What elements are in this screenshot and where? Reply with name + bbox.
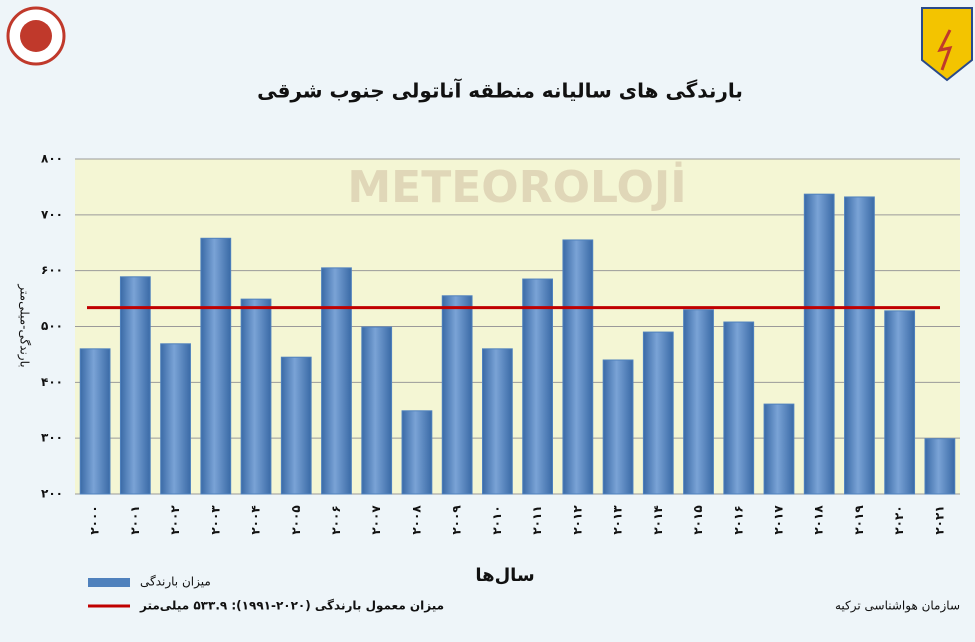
bar	[562, 239, 594, 495]
x-tick-label: ۲۰۱۲	[570, 505, 584, 535]
x-tick-label: ۲۰۰۷	[369, 505, 383, 535]
bar	[844, 196, 875, 495]
x-axis-label: سال‌ها	[475, 565, 534, 586]
bar	[803, 193, 835, 495]
bar	[361, 326, 393, 495]
y-tick-label: ۸۰۰	[41, 152, 63, 166]
x-tick-label: ۲۰۰۲	[168, 505, 182, 535]
x-tick-label: ۲۰۱۳	[611, 505, 625, 535]
bar	[160, 343, 191, 495]
y-axis-label: بارندگی-میلی‌متر	[17, 283, 32, 367]
x-tick-label: ۲۰۱۰	[490, 505, 504, 534]
watermark: METEOROLOJİ	[347, 160, 686, 213]
x-tick-label: ۲۰۰۱	[128, 505, 142, 534]
legend-label: میزان معمول بارندگی (۲۰۲۰-۱۹۹۱): ۵۳۳.۹ م…	[139, 599, 444, 614]
legend-label: میزان بارندگی	[140, 575, 211, 590]
bar	[723, 321, 755, 495]
bar	[321, 267, 352, 495]
source: سازمان هواشناسی ترکیه	[835, 599, 960, 614]
bar	[884, 310, 916, 495]
bar	[280, 356, 312, 495]
bar	[240, 298, 272, 495]
y-tick-label: ۴۰۰	[41, 375, 63, 389]
x-tick-label: ۲۰۱۶	[731, 505, 745, 534]
bar	[200, 237, 232, 495]
y-tick-label: ۳۰۰	[41, 431, 63, 445]
bar	[79, 348, 111, 495]
x-tick-label: ۲۰۰۶	[329, 505, 343, 534]
bar	[441, 295, 473, 495]
bar	[522, 278, 553, 495]
bar	[642, 331, 674, 495]
chart-title: بارندگی های سالیانه منطقه آناتولی جنوب ش…	[257, 78, 743, 103]
legend-swatch-bars	[88, 578, 130, 587]
bar	[602, 359, 634, 495]
bar	[763, 403, 795, 495]
logo-left	[6, 6, 66, 66]
x-tick-label: ۲۰۲۱	[932, 505, 946, 534]
x-tick-label: ۲۰۰۵	[289, 505, 303, 534]
y-tick-label: ۶۰۰	[41, 263, 63, 277]
x-tick-label: ۲۰۱۵	[691, 505, 705, 534]
bar	[401, 410, 433, 495]
x-tick-label: ۲۰۰۳	[208, 505, 222, 535]
bar	[119, 276, 151, 495]
logo-right	[921, 7, 973, 82]
y-tick-label: ۲۰۰	[41, 487, 63, 501]
x-tick-label: ۲۰۰۸	[409, 505, 423, 535]
bar	[924, 438, 956, 495]
x-tick-label: ۲۰۱۹	[852, 505, 866, 535]
x-tick-label: ۲۰۰۴	[249, 505, 263, 534]
x-tick-label: ۲۰۲۰	[892, 505, 906, 534]
x-tick-label: ۲۰۱۴	[651, 505, 665, 534]
x-tick-label: ۲۰۱۱	[530, 505, 544, 534]
x-tick-label: ۲۰۰۹	[450, 505, 464, 535]
y-tick-label: ۷۰۰	[41, 207, 63, 221]
x-tick-label: ۲۰۱۷	[771, 505, 785, 535]
x-tick-label: ۲۰۱۸	[812, 505, 826, 535]
bar	[482, 348, 513, 495]
y-tick-label: ۵۰۰	[41, 319, 63, 333]
bar	[683, 309, 714, 495]
x-tick-label: ۲۰۰۰	[88, 505, 102, 534]
